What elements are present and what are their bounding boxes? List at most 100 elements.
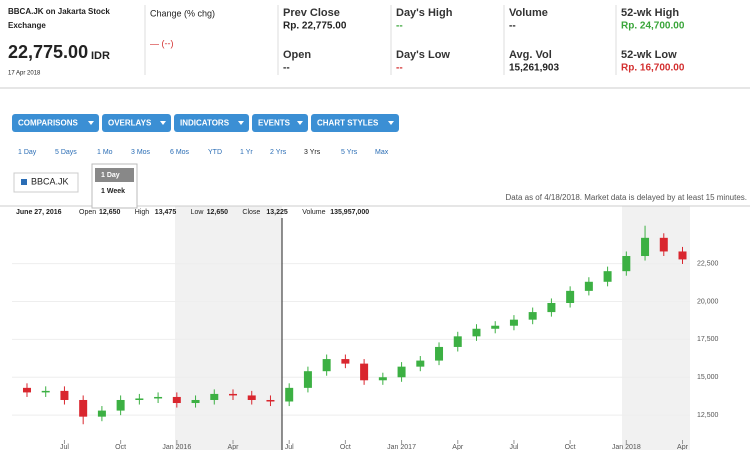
dropdown-arrow (297, 121, 303, 125)
field-value: 15,261,903 (509, 63, 559, 74)
candle-body (416, 360, 425, 367)
y-tick-label: 20,000 (697, 298, 719, 305)
candle-body (322, 359, 331, 372)
field-value: Rp. 22,775.00 (283, 21, 347, 32)
interval-option[interactable]: 1 Day (101, 172, 120, 179)
candle-body (378, 377, 387, 381)
hover-value: 12,650 (99, 209, 121, 216)
y-tick-label: 15,000 (697, 374, 719, 381)
toolbar-button[interactable] (12, 114, 99, 132)
x-tick-label: Jan 2017 (387, 444, 416, 450)
dropdown-arrow (160, 121, 166, 125)
change-value: — (--) (150, 38, 174, 48)
candle-body (678, 251, 687, 260)
interval-selected[interactable] (95, 168, 134, 182)
field-label: Avg. Vol (509, 49, 552, 61)
x-tick-label: Jul (285, 444, 294, 450)
candle-body (172, 396, 181, 404)
range-link[interactable]: 2 Yrs (270, 149, 287, 156)
data-note: Data as of 4/18/2018. Market data is del… (506, 193, 747, 202)
shaded-period (622, 206, 690, 450)
candle-body (360, 363, 369, 381)
field-label: Day's Low (396, 49, 450, 61)
candle-body (659, 237, 668, 252)
candle-body (584, 281, 593, 291)
candle-body (41, 390, 50, 393)
field-value: -- (396, 21, 403, 32)
candle-body (97, 410, 106, 417)
candle-body (247, 395, 256, 400)
candle-body (60, 390, 69, 400)
range-link[interactable]: 3 Yrs (304, 149, 321, 156)
hover-label: Volume (302, 209, 325, 216)
field-value: -- (509, 21, 516, 32)
hover-label: High (135, 209, 150, 216)
range-link[interactable]: 5 Days (55, 149, 77, 156)
hover-value: 135,957,000 (330, 209, 369, 216)
x-tick-label: Apr (677, 444, 689, 450)
symbol-tag-text: BBCA.JK (31, 176, 69, 186)
candle-body (435, 346, 444, 361)
dropdown-arrow (88, 121, 94, 125)
hover-label: Low (191, 209, 205, 216)
plot-area (0, 205, 750, 450)
candle-body (472, 328, 481, 337)
candle-body (154, 396, 163, 399)
field-value: -- (283, 63, 290, 74)
x-tick-label: Apr (228, 444, 240, 450)
range-link[interactable]: 1 Mo (97, 149, 113, 156)
dropdown-arrow (238, 121, 244, 125)
candle-body (641, 237, 650, 257)
field-label: 52-wk High (621, 7, 679, 19)
candle-body (266, 399, 275, 402)
change-label: Change (% chg) (150, 8, 215, 18)
candle-body (547, 302, 556, 313)
toolbar-button-label: EVENTS (258, 119, 291, 128)
range-link[interactable]: 1 Yr (240, 149, 253, 156)
currency: IDR (91, 50, 110, 62)
toolbar-button[interactable] (252, 114, 308, 132)
candle-body (397, 366, 406, 378)
candle-body (622, 256, 631, 272)
range-link[interactable]: 5 Yrs (341, 149, 358, 156)
candle-body (22, 387, 31, 393)
candle-body (453, 336, 462, 347)
y-tick-label: 17,500 (697, 336, 719, 343)
y-tick-label: 12,500 (697, 412, 719, 419)
shaded-period (175, 206, 282, 450)
field-label: Volume (509, 7, 548, 19)
toolbar-button[interactable] (102, 114, 171, 132)
x-tick-label: Oct (565, 444, 576, 450)
x-tick-label: Oct (115, 444, 126, 450)
hover-value: 13,225 (266, 209, 288, 216)
price: 22,775.00 (8, 42, 88, 62)
range-link[interactable]: 6 Mos (170, 149, 190, 156)
candle-body (210, 393, 219, 400)
candle-body (79, 399, 88, 417)
range-link[interactable]: Max (375, 149, 389, 156)
toolbar-button-label: OVERLAYS (108, 119, 152, 128)
toolbar-button-label: INDICATORS (180, 119, 230, 128)
toolbar-button[interactable] (174, 114, 249, 132)
range-link[interactable]: 3 Mos (131, 149, 151, 156)
candle-body (491, 325, 500, 329)
x-tick-label: Jul (509, 444, 518, 450)
candle-body (116, 399, 125, 411)
exchange-line: Exchange (8, 21, 46, 30)
hover-value: 12,650 (207, 209, 229, 216)
x-tick-label: Jan 2018 (612, 444, 641, 450)
x-tick-label: Oct (340, 444, 351, 450)
plot-background (12, 206, 690, 450)
symbol-tag[interactable] (13, 172, 79, 193)
toolbar-button-label: CHART STYLES (317, 119, 379, 128)
field-label: Open (283, 49, 311, 61)
interval-option[interactable]: 1 Week (101, 188, 125, 195)
y-tick-label: 22,500 (697, 260, 719, 267)
x-tick-label: Apr (452, 444, 464, 450)
x-tick-label: Jan 2016 (162, 444, 191, 450)
range-link[interactable]: 1 Day (18, 149, 37, 156)
toolbar-button[interactable] (311, 114, 399, 132)
candle-body (303, 371, 312, 388)
range-link[interactable]: YTD (208, 149, 222, 156)
